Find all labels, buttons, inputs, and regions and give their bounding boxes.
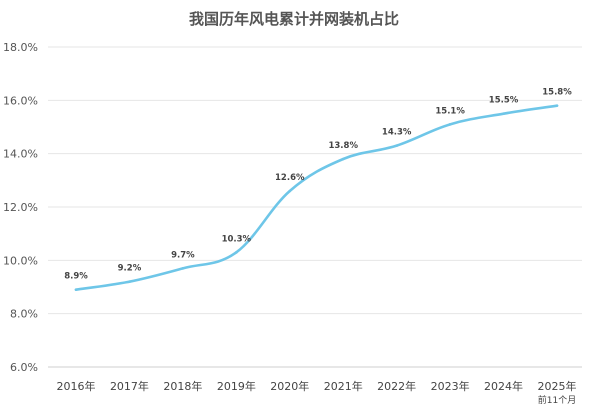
- x-axis: 2016年 2017年 2018年 2019年 2020年 2021年 2022年 2023年…: [57, 379, 577, 406]
- data-label: 10.3%: [222, 234, 252, 244]
- data-point: [235, 251, 238, 254]
- data-label: 9.7%: [171, 250, 195, 260]
- data-point: [555, 104, 559, 107]
- grid-lines: [48, 46, 582, 368]
- y-tick-label: 8.0%: [10, 308, 38, 321]
- x-tick-label: 2020年: [270, 379, 309, 393]
- data-point: [341, 157, 345, 161]
- y-tick-label: 10.0%: [3, 254, 38, 267]
- data-label: 15.8%: [542, 88, 572, 98]
- x-tick-label: 2016年: [57, 379, 96, 393]
- data-point: [502, 112, 505, 115]
- data-label: 13.8%: [328, 141, 358, 151]
- series-wind-share: [74, 104, 559, 291]
- data-label: 12.6%: [275, 173, 305, 183]
- data-label: 15.5%: [489, 96, 519, 106]
- x-tick-sublabel: 前11个月: [538, 394, 576, 406]
- data-point: [128, 280, 131, 283]
- x-tick-label: 2018年: [163, 379, 202, 393]
- data-point: [181, 267, 185, 270]
- data-label: 9.2%: [118, 264, 142, 274]
- x-tick-label: 2024年: [484, 379, 523, 393]
- series-line: [74, 104, 559, 291]
- x-tick-label: 2023年: [431, 379, 470, 393]
- y-tick-label: 18.0%: [3, 41, 38, 54]
- data-label: 15.1%: [435, 106, 465, 116]
- x-tick-label: 2019年: [217, 379, 256, 393]
- data-labels: 8.9% 9.2% 9.7% 10.3% 12.6% 13.8% 14.3% 15.1% 15.…: [64, 88, 572, 282]
- y-axis: 6.0% 8.0% 10.0% 12.0% 14.0% 16.0% 18.0%: [3, 41, 38, 374]
- x-tick-label: 2025年: [538, 379, 577, 393]
- x-tick-label: 2017年: [110, 379, 149, 393]
- data-point: [395, 144, 398, 147]
- y-tick-label: 12.0%: [3, 201, 38, 214]
- data-point: [448, 123, 452, 126]
- y-tick-label: 16.0%: [3, 94, 38, 107]
- data-label: 8.9%: [64, 272, 88, 282]
- x-tick-label: 2021年: [324, 379, 363, 393]
- x-tick-label: 2022年: [377, 379, 416, 393]
- data-point: [74, 288, 78, 291]
- data-point: [288, 189, 292, 193]
- y-tick-label: 6.0%: [10, 361, 38, 374]
- data-label: 14.3%: [382, 128, 412, 138]
- y-tick-label: 14.0%: [3, 148, 38, 161]
- chart-title: 我国历年风电累计并网装机占比: [189, 10, 399, 28]
